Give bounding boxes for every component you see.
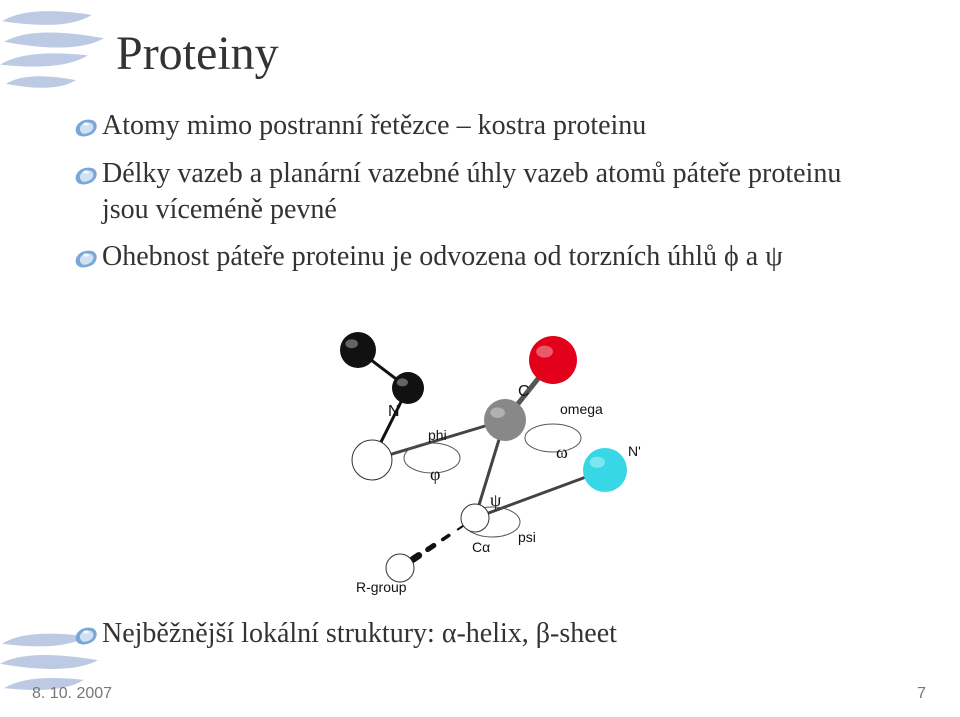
svg-text:psi: psi — [518, 529, 536, 545]
svg-text:ψ: ψ — [490, 490, 502, 510]
bullet-text: Délky vazeb a planární vazebné úhly vaze… — [102, 156, 892, 228]
svg-text:R-group: R-group — [356, 579, 407, 595]
slide-title: Proteiny — [116, 26, 279, 81]
bullet-item: Nejběžnější lokální struktury: α-helix, … — [72, 616, 892, 664]
bullet-list: Atomy mimo postranní řetězce – kostra pr… — [72, 108, 892, 287]
bullet-text: Atomy mimo postranní řetězce – kostra pr… — [102, 108, 646, 144]
molecule-diagram: N C Cα N' phi φ psi ψ omega ω R-group — [300, 330, 660, 600]
bullet-marker-icon — [72, 243, 102, 273]
svg-text:φ: φ — [430, 464, 440, 484]
bullet-marker-icon — [72, 620, 102, 650]
bullet-text: Ohebnost páteře proteinu je odvozena od … — [102, 239, 783, 275]
svg-text:N': N' — [628, 443, 641, 459]
footer-page-number: 7 — [917, 685, 926, 703]
svg-text:phi: phi — [428, 427, 447, 443]
bullet-marker-icon — [72, 112, 102, 142]
svg-text:ω: ω — [556, 442, 568, 462]
footer-date: 8. 10. 2007 — [32, 685, 112, 703]
svg-text:Cα: Cα — [472, 539, 490, 555]
svg-text:omega: omega — [560, 401, 603, 417]
svg-text:N: N — [388, 403, 400, 420]
svg-text:C: C — [518, 383, 530, 400]
bullet-item: Atomy mimo postranní řetězce – kostra pr… — [72, 108, 892, 144]
bullet-item: Délky vazeb a planární vazebné úhly vaze… — [72, 156, 892, 228]
bullet-item: Ohebnost páteře proteinu je odvozena od … — [72, 239, 892, 275]
bullet-text: Nejběžnější lokální struktury: α-helix, … — [102, 616, 617, 652]
bullet-marker-icon — [72, 160, 102, 190]
slide: Proteiny Atomy mimo postranní řetězce – … — [0, 0, 960, 717]
